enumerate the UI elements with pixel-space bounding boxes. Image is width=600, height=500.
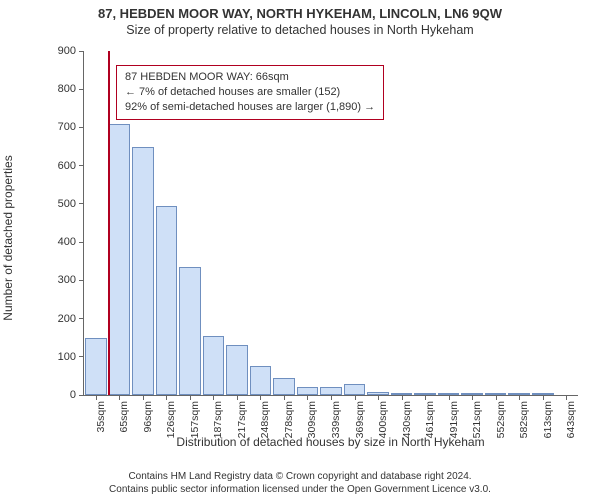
histogram-bar <box>132 147 154 395</box>
histogram-bar <box>108 124 130 395</box>
x-tick <box>166 395 167 400</box>
x-tick <box>519 395 520 400</box>
x-tick <box>355 395 356 400</box>
x-tick-label: 309sqm <box>306 401 318 438</box>
x-tick-label: 582sqm <box>518 401 530 438</box>
page-subtitle: Size of property relative to detached ho… <box>0 23 600 37</box>
x-tick-label: 369sqm <box>354 401 366 438</box>
histogram-bar <box>85 338 107 395</box>
x-tick-label: 461sqm <box>424 401 436 438</box>
footer-line-1: Contains HM Land Registry data © Crown c… <box>0 471 600 484</box>
histogram-bar <box>179 267 201 395</box>
annotation-line: 92% of semi-detached houses are larger (… <box>125 100 375 115</box>
reference-line <box>108 51 110 395</box>
x-tick <box>260 395 261 400</box>
x-tick-label: 552sqm <box>495 401 507 438</box>
x-tick <box>190 395 191 400</box>
x-tick-label: 521sqm <box>471 401 483 438</box>
x-tick-label: 96sqm <box>142 401 154 433</box>
y-tick-label: 800 <box>58 83 84 95</box>
x-tick-label: 339sqm <box>330 401 342 438</box>
annotation-box: 87 HEBDEN MOOR WAY: 66sqm← 7% of detache… <box>116 65 384 120</box>
x-tick-label: 613sqm <box>542 401 554 438</box>
x-tick <box>449 395 450 400</box>
x-tick-label: 491sqm <box>448 401 460 438</box>
x-tick <box>496 395 497 400</box>
y-tick-label: 100 <box>58 351 84 363</box>
footer: Contains HM Land Registry data © Crown c… <box>0 471 600 496</box>
annotation-line: ← 7% of detached houses are smaller (152… <box>125 85 375 100</box>
x-tick <box>472 395 473 400</box>
page-title: 87, HEBDEN MOOR WAY, NORTH HYKEHAM, LINC… <box>0 6 600 21</box>
y-tick-label: 600 <box>58 160 84 172</box>
x-tick-label: 35sqm <box>95 401 107 433</box>
x-tick-label: 65sqm <box>118 401 130 433</box>
histogram-bar <box>226 345 248 395</box>
y-tick-label: 300 <box>58 274 84 286</box>
y-tick-label: 200 <box>58 313 84 325</box>
x-tick-label: 217sqm <box>236 401 248 438</box>
x-tick <box>143 395 144 400</box>
x-tick-label: 430sqm <box>401 401 413 438</box>
x-tick <box>402 395 403 400</box>
x-tick <box>284 395 285 400</box>
x-tick <box>378 395 379 400</box>
histogram-bar <box>320 387 342 395</box>
x-tick <box>425 395 426 400</box>
x-tick <box>213 395 214 400</box>
x-tick-label: 157sqm <box>189 401 201 438</box>
y-tick-label: 0 <box>70 389 84 401</box>
x-tick <box>96 395 97 400</box>
histogram-bar <box>297 387 319 395</box>
histogram-bar <box>203 336 225 395</box>
y-tick-label: 700 <box>58 121 84 133</box>
x-tick-label: 278sqm <box>283 401 295 438</box>
x-tick-label: 187sqm <box>212 401 224 438</box>
y-tick-label: 500 <box>58 198 84 210</box>
x-tick <box>237 395 238 400</box>
x-tick <box>119 395 120 400</box>
y-axis-label: Number of detached properties <box>1 155 15 320</box>
x-tick-label: 126sqm <box>165 401 177 438</box>
plot-area: 87 HEBDEN MOOR WAY: 66sqm← 7% of detache… <box>83 51 578 396</box>
histogram-bar <box>273 378 295 395</box>
x-tick-label: 248sqm <box>259 401 271 438</box>
x-tick-label: 400sqm <box>377 401 389 438</box>
y-tick-label: 400 <box>58 236 84 248</box>
x-tick-label: 643sqm <box>565 401 577 438</box>
x-tick <box>566 395 567 400</box>
x-tick <box>307 395 308 400</box>
histogram-bar <box>250 366 272 395</box>
histogram-bar <box>344 384 366 395</box>
x-tick <box>543 395 544 400</box>
footer-line-2: Contains public sector information licen… <box>0 484 600 497</box>
y-tick-label: 900 <box>58 45 84 57</box>
chart-container: Number of detached properties 87 HEBDEN … <box>48 45 583 430</box>
histogram-bar <box>156 206 178 395</box>
annotation-line: 87 HEBDEN MOOR WAY: 66sqm <box>125 70 375 85</box>
x-tick <box>331 395 332 400</box>
